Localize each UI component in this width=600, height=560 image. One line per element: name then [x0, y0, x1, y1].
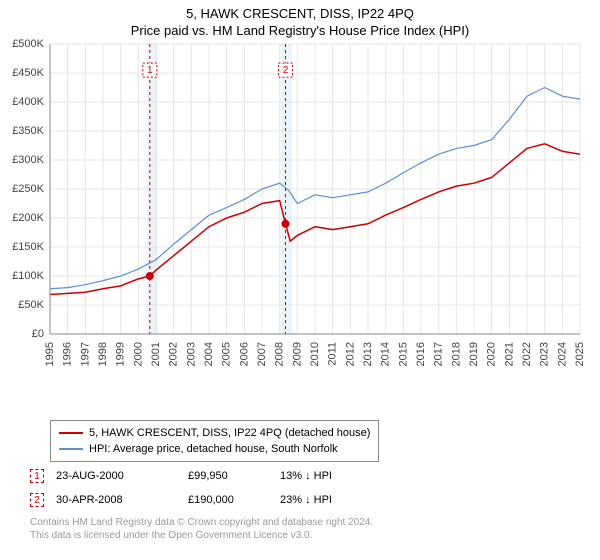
y-tick-label: £100K: [12, 270, 44, 282]
data-point-diff: 13% ↓ HPI: [280, 470, 380, 482]
chart-title: 5, HAWK CRESCENT, DISS, IP22 4PQ: [0, 6, 600, 21]
x-tick-label: 2003: [185, 342, 197, 366]
footer: Contains HM Land Registry data © Crown c…: [30, 516, 373, 542]
x-tick-label: 2002: [168, 342, 180, 366]
data-point-marker: 2: [30, 493, 44, 507]
series-point-marker: [146, 272, 154, 280]
y-tick-label: £0: [32, 328, 44, 340]
x-tick-label: 2001: [150, 342, 162, 366]
x-tick-label: 1996: [62, 342, 74, 366]
x-tick-label: 2000: [132, 342, 144, 366]
x-tick-label: 2005: [221, 342, 233, 366]
x-tick-label: 2017: [433, 342, 445, 366]
y-tick-label: £500K: [12, 38, 44, 50]
legend-label: HPI: Average price, detached house, Sout…: [89, 441, 338, 457]
data-point-marker: 1: [30, 469, 44, 483]
legend-swatch: [59, 432, 83, 434]
x-tick-label: 2012: [344, 342, 356, 366]
chart-subtitle: Price paid vs. HM Land Registry's House …: [0, 23, 600, 38]
x-tick-label: 1998: [97, 342, 109, 366]
y-tick-label: £50K: [18, 299, 44, 311]
x-tick-label: 1999: [115, 342, 127, 366]
x-tick-label: 2018: [450, 342, 462, 366]
data-point-row: 1 23-AUG-2000 £99,950 13% ↓ HPI: [30, 464, 570, 488]
legend-row: 5, HAWK CRESCENT, DISS, IP22 4PQ (detach…: [59, 425, 370, 441]
x-tick-label: 1997: [79, 342, 91, 366]
y-tick-label: £150K: [12, 241, 44, 253]
series-point-marker: [281, 220, 289, 228]
chart-container: 5, HAWK CRESCENT, DISS, IP22 4PQ Price p…: [0, 0, 600, 560]
x-tick-label: 2013: [362, 342, 374, 366]
legend-row: HPI: Average price, detached house, Sout…: [59, 441, 370, 457]
data-points-table: 1 23-AUG-2000 £99,950 13% ↓ HPI 2 30-APR-2008…: [30, 464, 570, 512]
x-tick-label: 2024: [556, 342, 568, 366]
y-tick-label: £450K: [12, 67, 44, 79]
data-point-date: 30-APR-2008: [56, 494, 176, 506]
data-point-date: 23-AUG-2000: [56, 470, 176, 482]
x-tick-label: 2008: [274, 342, 286, 366]
x-tick-label: 2015: [397, 342, 409, 366]
chart-plot-area: £0£50K£100K£150K£200K£250K£300K£350K£400…: [50, 44, 580, 374]
data-point-diff: 23% ↓ HPI: [280, 494, 380, 506]
y-tick-label: £400K: [12, 96, 44, 108]
x-tick-label: 1995: [44, 342, 56, 366]
x-tick-label: 2014: [380, 342, 392, 366]
y-tick-label: £200K: [12, 212, 44, 224]
x-tick-label: 2016: [415, 342, 427, 366]
y-tick-label: £250K: [12, 183, 44, 195]
legend-label: 5, HAWK CRESCENT, DISS, IP22 4PQ (detach…: [89, 425, 370, 441]
data-point-row: 2 30-APR-2008 £190,000 23% ↓ HPI: [30, 488, 570, 512]
x-tick-label: 2004: [203, 342, 215, 366]
x-tick-label: 2020: [486, 342, 498, 366]
footer-line-2: This data is licensed under the Open Gov…: [30, 529, 373, 542]
data-point-price: £190,000: [188, 494, 268, 506]
x-tick-label: 2010: [309, 342, 321, 366]
x-tick-label: 2019: [468, 342, 480, 366]
x-tick-label: 2023: [539, 342, 551, 366]
y-tick-label: £350K: [12, 125, 44, 137]
x-tick-label: 2011: [327, 342, 339, 366]
x-tick-label: 2025: [574, 342, 586, 366]
x-tick-label: 2007: [256, 342, 268, 366]
marker-id: 2: [283, 65, 289, 76]
data-point-price: £99,950: [188, 470, 268, 482]
x-tick-label: 2022: [521, 342, 533, 366]
legend-swatch: [59, 448, 83, 450]
title-block: 5, HAWK CRESCENT, DISS, IP22 4PQ Price p…: [0, 0, 600, 38]
x-tick-label: 2021: [503, 342, 515, 366]
legend: 5, HAWK CRESCENT, DISS, IP22 4PQ (detach…: [50, 420, 379, 462]
marker-id: 1: [147, 65, 153, 76]
x-tick-label: 2006: [238, 342, 250, 366]
chart-svg: £0£50K£100K£150K£200K£250K£300K£350K£400…: [50, 44, 580, 374]
x-tick-label: 2009: [291, 342, 303, 366]
y-tick-label: £300K: [12, 154, 44, 166]
footer-line-1: Contains HM Land Registry data © Crown c…: [30, 516, 373, 529]
